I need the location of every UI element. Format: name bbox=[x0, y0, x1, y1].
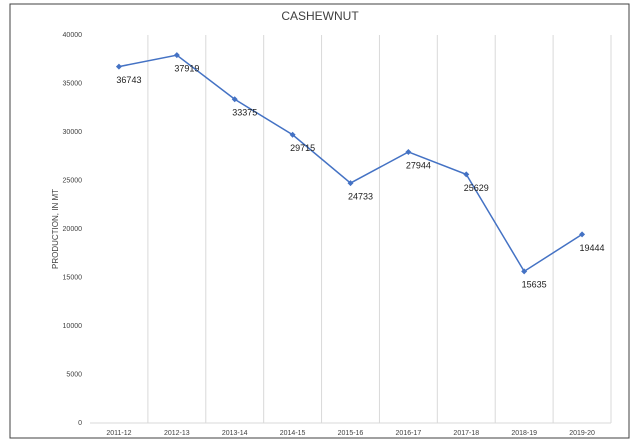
x-tick-label: 2017-18 bbox=[453, 430, 479, 437]
x-tick-label: 2018-19 bbox=[511, 430, 537, 437]
data-label: 25629 bbox=[464, 183, 489, 193]
point-marker bbox=[579, 231, 586, 238]
y-tick-label: 35000 bbox=[63, 80, 83, 87]
data-label: 37919 bbox=[174, 64, 199, 74]
data-label: 33375 bbox=[232, 108, 257, 118]
x-tick-label: 2013-14 bbox=[222, 430, 248, 437]
point-marker bbox=[173, 52, 180, 59]
data-label: 27944 bbox=[406, 160, 431, 170]
y-tick-label: 0 bbox=[78, 420, 82, 427]
x-tick-label: 2014-15 bbox=[280, 430, 306, 437]
x-tick-label: 2016-17 bbox=[396, 430, 422, 437]
y-axis-label: PRODUCTION, IN MT bbox=[51, 189, 60, 269]
data-label: 29715 bbox=[290, 143, 315, 153]
point-marker bbox=[347, 180, 354, 187]
point-marker bbox=[289, 131, 296, 138]
chart-title: CASHEWNUT bbox=[281, 9, 359, 23]
y-tick-label: 40000 bbox=[63, 32, 83, 39]
y-tick-label: 25000 bbox=[63, 177, 83, 184]
x-tick-label: 2015-16 bbox=[338, 430, 364, 437]
point-marker bbox=[231, 96, 238, 103]
y-tick-label: 20000 bbox=[63, 226, 83, 233]
chart-border bbox=[9, 3, 630, 439]
x-tick-label: 2011-12 bbox=[106, 430, 131, 437]
y-tick-label: 5000 bbox=[66, 371, 82, 378]
y-tick-label: 30000 bbox=[63, 129, 83, 136]
data-label: 19444 bbox=[580, 243, 605, 253]
point-marker bbox=[463, 171, 470, 178]
data-label: 24733 bbox=[348, 191, 373, 201]
data-label: 15635 bbox=[522, 280, 547, 290]
y-tick-label: 10000 bbox=[63, 323, 83, 330]
point-marker bbox=[405, 148, 412, 155]
x-tick-label: 2019-20 bbox=[569, 430, 595, 437]
point-marker bbox=[115, 63, 122, 70]
y-tick-label: 15000 bbox=[63, 274, 83, 281]
x-tick-label: 2012-13 bbox=[164, 430, 190, 437]
point-marker bbox=[521, 268, 528, 275]
data-label: 36743 bbox=[116, 75, 141, 85]
